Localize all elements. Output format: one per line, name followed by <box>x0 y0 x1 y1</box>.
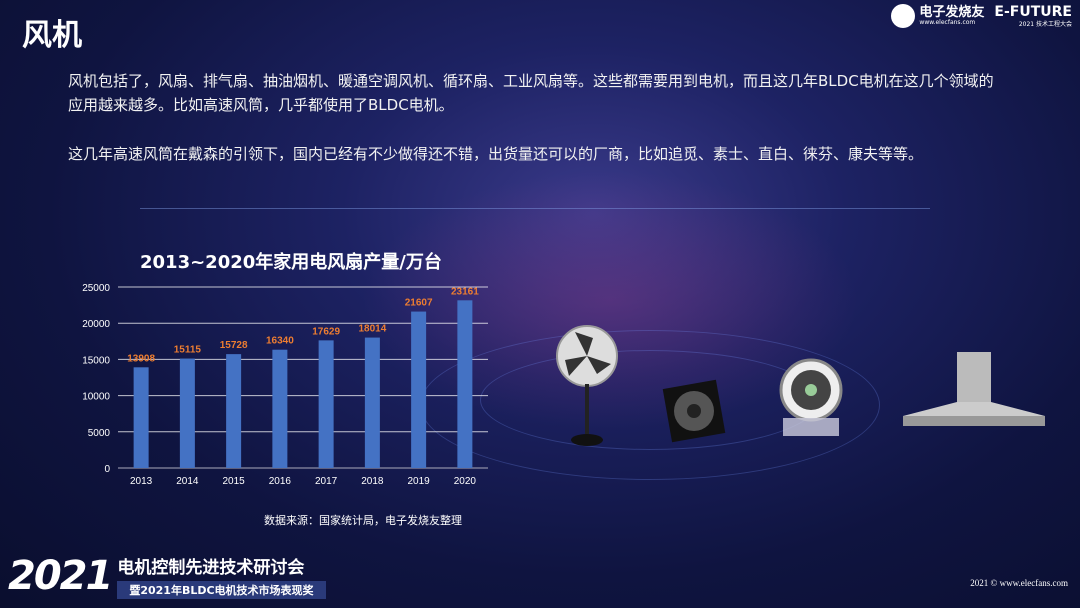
bar <box>364 337 380 468</box>
data-label: 23161 <box>451 286 479 297</box>
y-tick-label: 5000 <box>88 428 111 439</box>
bar <box>457 300 473 468</box>
data-label: 21607 <box>405 298 433 309</box>
event-banner: 2021 电机控制先进技术研讨会暨2021年BLDC电机技术市场表现奖 <box>8 553 326 599</box>
data-label: 16340 <box>266 336 294 347</box>
logo1-name: 电子发烧友 <box>919 5 985 20</box>
data-label: 15728 <box>220 340 248 351</box>
data-label: 17629 <box>312 326 340 337</box>
chart-title: 2013~2020年家用电风扇产量/万台 <box>140 252 442 273</box>
copyright: 2021 © www.elecfans.com <box>970 578 1068 588</box>
bar <box>133 367 149 468</box>
x-tick-label: 2015 <box>223 476 246 487</box>
air-circulator-image <box>779 358 843 436</box>
bar <box>411 311 427 468</box>
page-title: 风机 <box>22 18 82 53</box>
data-label: 13908 <box>127 353 155 364</box>
x-tick-label: 2020 <box>454 476 477 487</box>
bar <box>226 354 242 468</box>
x-tick-label: 2013 <box>130 476 153 487</box>
x-tick-label: 2019 <box>408 476 431 487</box>
y-tick-label: 25000 <box>82 283 110 294</box>
x-tick-label: 2018 <box>361 476 384 487</box>
bar-chart: 0 5000 10000 15000 20000 25000 13908 2013 15115 2… <box>82 283 488 487</box>
event-subtitle: 暨2021年BLDC电机技术市场表现奖 <box>117 581 326 599</box>
elecfans-logo: 电子发烧友 www.elecfans.com <box>891 4 984 28</box>
fan-images <box>556 325 1045 446</box>
data-source: 数据来源：国家统计局，电子发烧友整理 <box>264 514 462 527</box>
logos: 电子发烧友 www.elecfans.com E-FUTURE 2021 技术工程大… <box>891 4 1072 28</box>
y-tick-label: 10000 <box>82 392 110 403</box>
data-label: 15115 <box>174 345 202 356</box>
bar <box>272 349 288 468</box>
standing-fan-image <box>556 325 618 446</box>
axial-fan-image <box>662 379 726 443</box>
y-tick-label: 0 <box>104 464 110 475</box>
event-year: 2021 <box>8 553 113 599</box>
data-label: 18014 <box>358 324 386 335</box>
paragraph-2: 这几年高速风筒在戴森的引领下，国内已经有不少做得还不错，出货量还可以的厂商，比如… <box>68 145 924 163</box>
range-hood-image <box>903 352 1045 426</box>
bar <box>179 358 195 468</box>
paragraph-1: 风机包括了，风扇、排气扇、抽油烟机、暖通空调风机、循环扇、工业风扇等。这些都需要… <box>68 72 994 114</box>
logo2-sub: 2021 技术工程大会 <box>1018 20 1072 28</box>
x-tick-label: 2014 <box>176 476 199 487</box>
divider <box>140 208 930 209</box>
x-tick-label: 2016 <box>269 476 292 487</box>
elecfans-icon <box>891 4 916 28</box>
logo1-url: www.elecfans.com <box>919 19 976 26</box>
logo2-name: E-FUTURE <box>994 3 1072 20</box>
efuture-logo: E-FUTURE 2021 技术工程大会 <box>994 5 1072 28</box>
y-tick-label: 20000 <box>82 319 110 330</box>
bar <box>318 340 334 468</box>
y-tick-label: 15000 <box>82 355 110 366</box>
x-tick-label: 2017 <box>315 476 338 487</box>
event-title: 电机控制先进技术研讨会 <box>117 558 305 578</box>
